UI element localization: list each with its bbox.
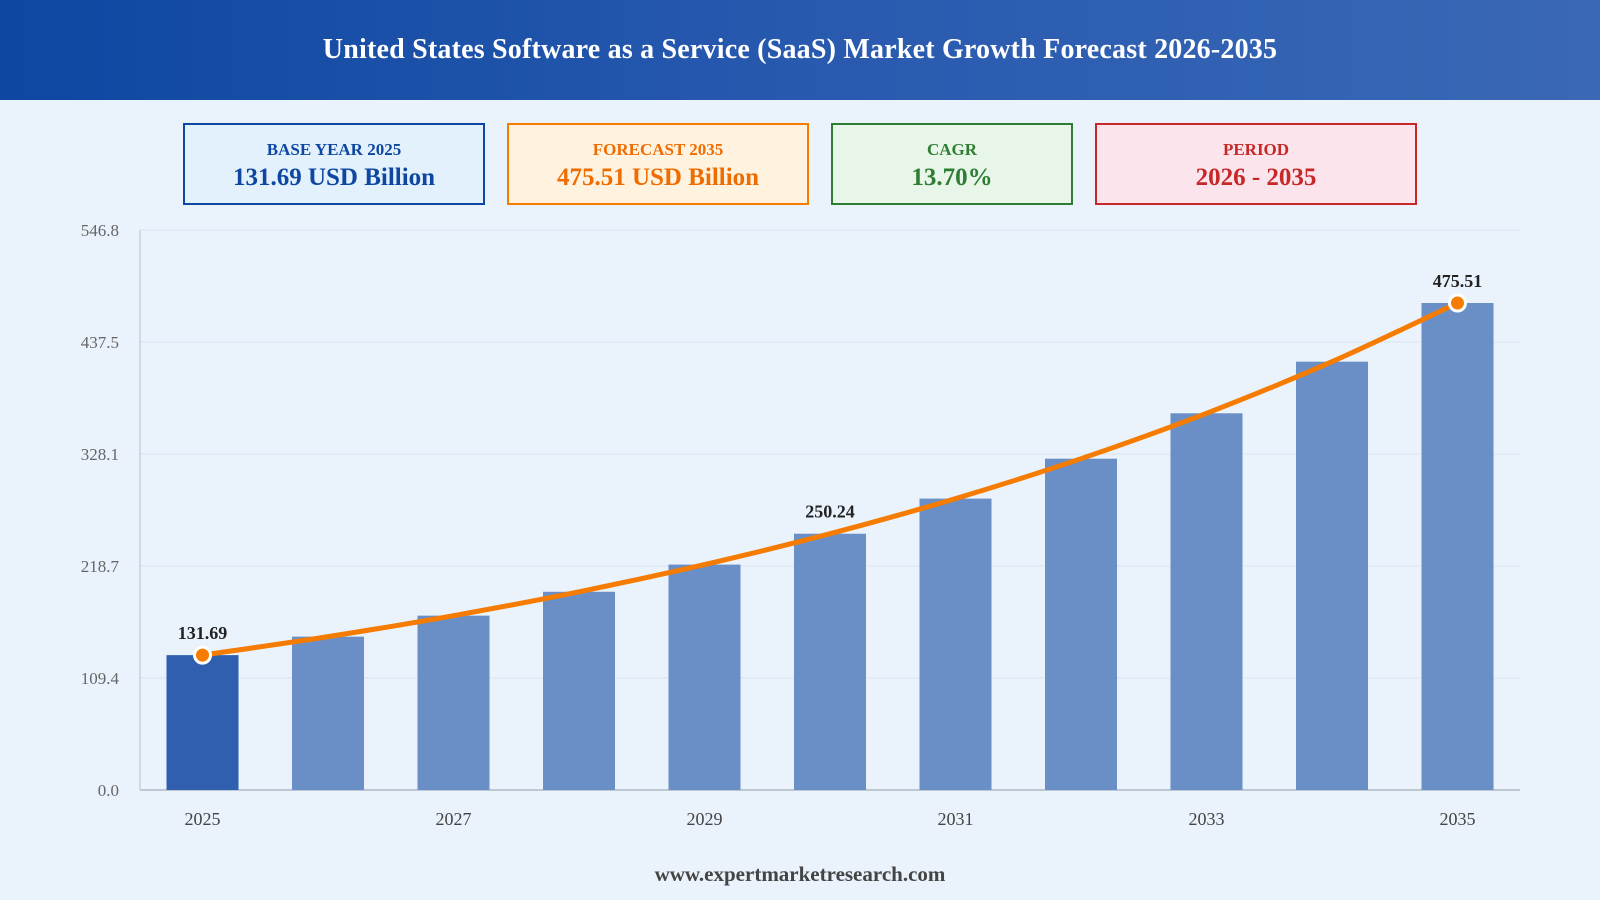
base-year-label: BASE YEAR 2025	[266, 140, 402, 159]
data-label-2025: 131.69	[178, 623, 228, 643]
base-year-card: BASE YEAR 2025 131.69 USD Billion	[183, 123, 485, 205]
period-label: PERIOD	[1222, 140, 1290, 159]
bar-2030	[794, 533, 866, 790]
x-tick-label: 2035	[1440, 809, 1476, 829]
bar-2033	[1170, 413, 1243, 790]
trend-line	[200, 300, 1460, 658]
x-tick-label: 2033	[1189, 809, 1225, 829]
x-tick-label: 2027	[436, 809, 472, 829]
header-banner: United States Software as a Service (Saa…	[0, 0, 1600, 100]
cagr-card: CAGR 13.70%	[831, 123, 1073, 205]
x-tick-label: 2029	[687, 809, 723, 829]
bar-2034	[1296, 361, 1368, 790]
data-label-2035: 475.51	[1433, 271, 1483, 291]
y-tick-label: 328.1	[81, 445, 119, 464]
bar-2031	[919, 498, 992, 790]
forecast-card: FORECAST 2035 475.51 USD Billion	[507, 123, 809, 205]
y-tick-label: 437.5	[81, 333, 119, 352]
cagr-label: CAGR	[926, 140, 978, 159]
bar-2025	[166, 655, 239, 790]
bar-2032	[1045, 458, 1117, 790]
bar-2035	[1421, 303, 1494, 790]
cagr-value: 13.70%	[911, 164, 993, 191]
bar-2027	[417, 615, 490, 790]
y-tick-label: 109.4	[81, 669, 120, 688]
period-card: PERIOD 2026 - 2035	[1095, 123, 1417, 205]
forecast-value: 475.51 USD Billion	[556, 164, 760, 191]
period-value: 2026 - 2035	[1195, 164, 1317, 191]
data-label-2030: 250.24	[805, 502, 855, 522]
y-tick-label: 0.0	[98, 781, 119, 800]
bar-2026	[292, 636, 364, 790]
y-tick-label: 218.7	[81, 557, 120, 576]
forecast-label: FORECAST 2035	[592, 140, 724, 159]
bar-2028	[543, 591, 615, 790]
source-footer: www.expertmarketresearch.com	[654, 862, 946, 886]
bar-2029	[668, 564, 741, 790]
base-year-value: 131.69 USD Billion	[232, 164, 436, 191]
marker-2025	[193, 645, 212, 665]
x-tick-label: 2025	[185, 809, 221, 829]
marker-2035	[1448, 293, 1467, 313]
x-tick-label: 2031	[938, 809, 974, 829]
y-tick-label: 546.8	[81, 221, 119, 240]
page-title: United States Software as a Service (Saa…	[322, 34, 1278, 65]
